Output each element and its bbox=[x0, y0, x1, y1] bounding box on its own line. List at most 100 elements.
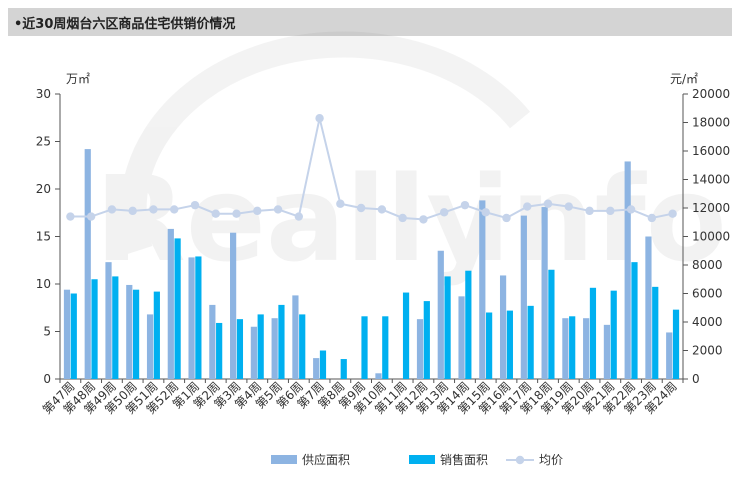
price-point bbox=[377, 205, 387, 214]
supply-bar bbox=[250, 326, 257, 379]
sales-bar bbox=[444, 276, 451, 379]
price-point bbox=[543, 199, 553, 208]
price-point bbox=[273, 205, 283, 214]
sales-bar bbox=[299, 314, 306, 379]
sales-bar bbox=[112, 276, 119, 379]
sales-bar bbox=[278, 304, 285, 379]
legend-swatch-sales bbox=[409, 455, 435, 464]
y-tick-label: 15 bbox=[36, 230, 51, 244]
legend-swatch-supply bbox=[271, 455, 297, 464]
sales-bar bbox=[70, 293, 77, 379]
price-point bbox=[419, 215, 428, 224]
sales-bar bbox=[589, 287, 597, 379]
price-point bbox=[606, 206, 615, 216]
sales-bar bbox=[195, 256, 202, 379]
sales-bar bbox=[382, 316, 389, 379]
y2-tick-label: 12000 bbox=[692, 201, 730, 215]
sales-bar bbox=[216, 322, 223, 379]
supply-bar bbox=[583, 318, 590, 379]
price-point bbox=[253, 206, 262, 216]
supply-bar bbox=[313, 358, 320, 379]
supply-bar bbox=[603, 324, 611, 379]
sales-bar bbox=[506, 310, 513, 379]
price-point bbox=[149, 205, 158, 214]
price-point bbox=[647, 213, 657, 223]
supply-bar bbox=[292, 295, 299, 379]
price-point bbox=[356, 203, 366, 213]
y2-tick-label: 14000 bbox=[692, 173, 730, 187]
price-point bbox=[128, 206, 137, 216]
legend-label-price: 均价 bbox=[539, 453, 563, 467]
price-point bbox=[668, 209, 677, 218]
legend-label-sales: 销售面积 bbox=[440, 452, 488, 467]
sales-bar bbox=[486, 312, 493, 379]
y2-tick-label: 8000 bbox=[692, 258, 723, 272]
sales-bar bbox=[340, 359, 347, 379]
y-tick-label: 0 bbox=[43, 372, 51, 386]
price-point bbox=[294, 212, 304, 221]
price-point bbox=[439, 208, 449, 217]
sales-bar bbox=[672, 309, 680, 379]
sales-bar bbox=[652, 286, 659, 379]
axes: 0 5 10 15 20 25 30 0 2000 4000 6000 8000 10000 12000 1… bbox=[36, 72, 730, 386]
y-tick-label: 30 bbox=[36, 87, 51, 101]
sales-bar bbox=[257, 314, 264, 379]
supply-bar bbox=[458, 296, 465, 379]
sales-bar bbox=[319, 350, 327, 379]
supply-bar bbox=[105, 262, 112, 379]
y2-tick-label: 10000 bbox=[692, 230, 730, 244]
supply-bar bbox=[126, 284, 133, 379]
price-point bbox=[481, 208, 490, 217]
supply-bar bbox=[63, 289, 71, 379]
chart-title: •近30周烟台六区商品住宅供销价情况 bbox=[14, 16, 236, 32]
supply-bar bbox=[230, 232, 237, 379]
y-tick-label: 5 bbox=[43, 325, 51, 339]
supply-bar bbox=[167, 228, 174, 379]
sales-bar bbox=[236, 319, 244, 379]
supply-bar bbox=[624, 161, 631, 379]
price-point bbox=[232, 209, 241, 218]
y-tick-label: 10 bbox=[36, 277, 51, 291]
chart-title-bar: •近30周烟台六区商品住宅供销价情况 bbox=[8, 8, 732, 36]
sales-bar bbox=[91, 279, 98, 379]
supply-bar bbox=[437, 250, 444, 379]
price-point bbox=[66, 212, 75, 221]
supply-bar bbox=[499, 275, 507, 379]
supply-bar bbox=[479, 200, 486, 379]
price-point bbox=[460, 200, 470, 210]
legend-label-supply: 供应面积 bbox=[302, 452, 350, 467]
y-tick-label: 20 bbox=[36, 182, 51, 196]
sales-bar bbox=[423, 301, 430, 379]
price-point bbox=[336, 199, 345, 208]
supply-bar bbox=[146, 314, 154, 379]
sales-bar bbox=[631, 262, 638, 379]
price-point bbox=[190, 200, 200, 210]
price-point bbox=[523, 202, 532, 211]
price-point bbox=[564, 202, 573, 211]
supply-bar bbox=[416, 319, 424, 379]
y2-tick-label: 0 bbox=[692, 372, 700, 386]
supply-bar bbox=[666, 332, 673, 379]
y2-tick-label: 2000 bbox=[692, 344, 723, 358]
y-axis-unit-label: 万㎡ bbox=[66, 72, 90, 86]
sales-bar bbox=[402, 292, 410, 379]
sales-bar bbox=[465, 270, 472, 379]
price-point bbox=[211, 209, 220, 218]
price-point bbox=[107, 205, 117, 214]
sales-bar bbox=[174, 238, 181, 379]
sales-bar bbox=[361, 316, 368, 379]
y-tick-label: 25 bbox=[36, 135, 51, 149]
supply-bar bbox=[562, 318, 569, 379]
price-point bbox=[626, 205, 636, 214]
y2-tick-label: 18000 bbox=[692, 116, 730, 130]
supply-bar bbox=[520, 215, 527, 379]
legend: 供应面积 销售面积 均价 bbox=[271, 452, 563, 467]
y2-tick-label: 16000 bbox=[692, 144, 730, 158]
supply-bar bbox=[188, 257, 195, 379]
price-point bbox=[398, 213, 407, 223]
supply-bar bbox=[645, 236, 652, 379]
y2-tick-label: 4000 bbox=[692, 315, 723, 329]
sales-bar bbox=[610, 290, 617, 379]
supply-bar bbox=[541, 207, 548, 379]
